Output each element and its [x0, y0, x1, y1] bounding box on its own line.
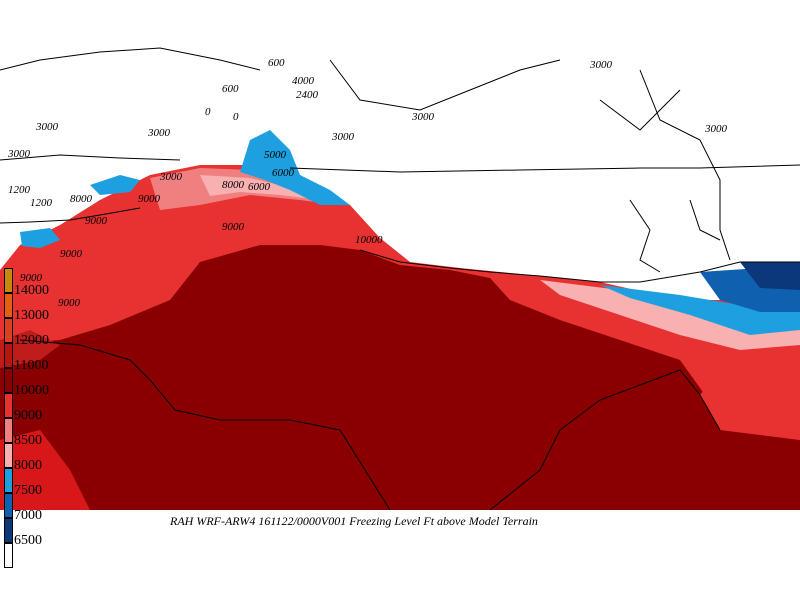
- contour-label: 2400: [296, 89, 319, 101]
- contour-label: 8000: [70, 193, 93, 205]
- freezing-level-7500-patch-w: [20, 228, 60, 248]
- legend-label-8000: 8000: [14, 458, 42, 473]
- contour-label: 3000: [589, 59, 613, 71]
- legend-label-7500: 7500: [14, 483, 42, 498]
- legend-label-13000: 13000: [14, 308, 49, 323]
- legend-swatch-12000: [4, 318, 13, 343]
- contour-label: 4000: [292, 75, 315, 87]
- contour-label: 9000: [222, 221, 245, 233]
- contour-label: 3000: [7, 148, 31, 160]
- contour-label: 3000: [159, 171, 183, 183]
- contour-label: 6000: [248, 181, 271, 193]
- contour-label: 9000: [60, 248, 83, 260]
- freezing-level-8000-band: [200, 175, 320, 200]
- legend-label-7000: 7000: [14, 508, 42, 523]
- contour-label: 1200: [30, 197, 53, 209]
- contour-label: 0: [205, 106, 211, 118]
- legend-swatch-8500: [4, 418, 13, 443]
- legend-label-10000: 10000: [14, 383, 49, 398]
- contour-label: 0: [233, 111, 239, 123]
- contour-label: 9000: [58, 297, 81, 309]
- legend-swatch-11000: [4, 343, 13, 368]
- legend-swatch-14000: [4, 268, 13, 293]
- legend-swatch-6500: [4, 518, 13, 543]
- legend-swatch-13000: [4, 293, 13, 318]
- freezing-level-6500-ne-core: [740, 262, 800, 290]
- map-caption: RAH WRF-ARW4 161122/0000V001 Freezing Le…: [170, 514, 538, 528]
- contour-label: 8000: [222, 179, 245, 191]
- contour-label: 9000: [20, 272, 43, 284]
- legend-swatch-below: [4, 543, 13, 568]
- freezing-level-7500-patch-nw: [240, 130, 350, 205]
- contour-label: 1200: [8, 184, 31, 196]
- freezing-level-11000-patch-w: [0, 330, 60, 368]
- contour-label: 600: [222, 83, 239, 95]
- freezing-level-7500-patch-w2: [90, 175, 140, 195]
- boundary-lines: [0, 47, 800, 510]
- contour-label: 3000: [704, 123, 728, 135]
- legend-label-11000: 11000: [14, 358, 49, 373]
- legend-swatch-9000: [4, 393, 13, 418]
- contour-label: 600: [268, 57, 285, 69]
- freezing-level-7500-ne-band: [600, 285, 800, 335]
- contour-label: 6000: [272, 167, 295, 179]
- legend-swatch-7000: [4, 493, 13, 518]
- legend-swatch-10000: [4, 368, 13, 393]
- contour-label: 10000: [355, 234, 383, 246]
- contour-labels: 600 600 4000 2400 0 0 3000 3000 3000 3000 3000 3000…: [7, 57, 728, 309]
- legend-label-9000: 9000: [14, 408, 42, 423]
- contour-label: 3000: [331, 131, 355, 143]
- legend-label-14000: 14000: [14, 283, 49, 298]
- contour-label: 9000: [85, 215, 108, 227]
- legend-swatch-7500: [4, 468, 13, 493]
- contour-label: 3000: [411, 111, 435, 123]
- freezing-level-map: 600 600 4000 2400 0 0 3000 3000 3000 3000 3000 3000…: [0, 47, 800, 510]
- legend-label-8500: 8500: [14, 433, 42, 448]
- legend-label-12000: 12000: [14, 333, 49, 348]
- contour-label: 5000: [264, 149, 287, 161]
- legend-label-6500: 6500: [14, 533, 42, 548]
- freezing-level-10000-region: [0, 245, 800, 510]
- freezing-level-11000-patch-sw: [0, 430, 90, 510]
- contour-label: 3000: [147, 127, 171, 139]
- freezing-level-9000-se: [680, 340, 800, 440]
- color-legend: 14000 13000 12000 11000 10000 9000 8500 8000 750…: [0, 268, 49, 570]
- contour-label: 3000: [35, 121, 59, 133]
- legend-swatch-8000: [4, 443, 13, 468]
- contour-label: 9000: [138, 193, 161, 205]
- freezing-level-8000-ne-band: [540, 280, 800, 350]
